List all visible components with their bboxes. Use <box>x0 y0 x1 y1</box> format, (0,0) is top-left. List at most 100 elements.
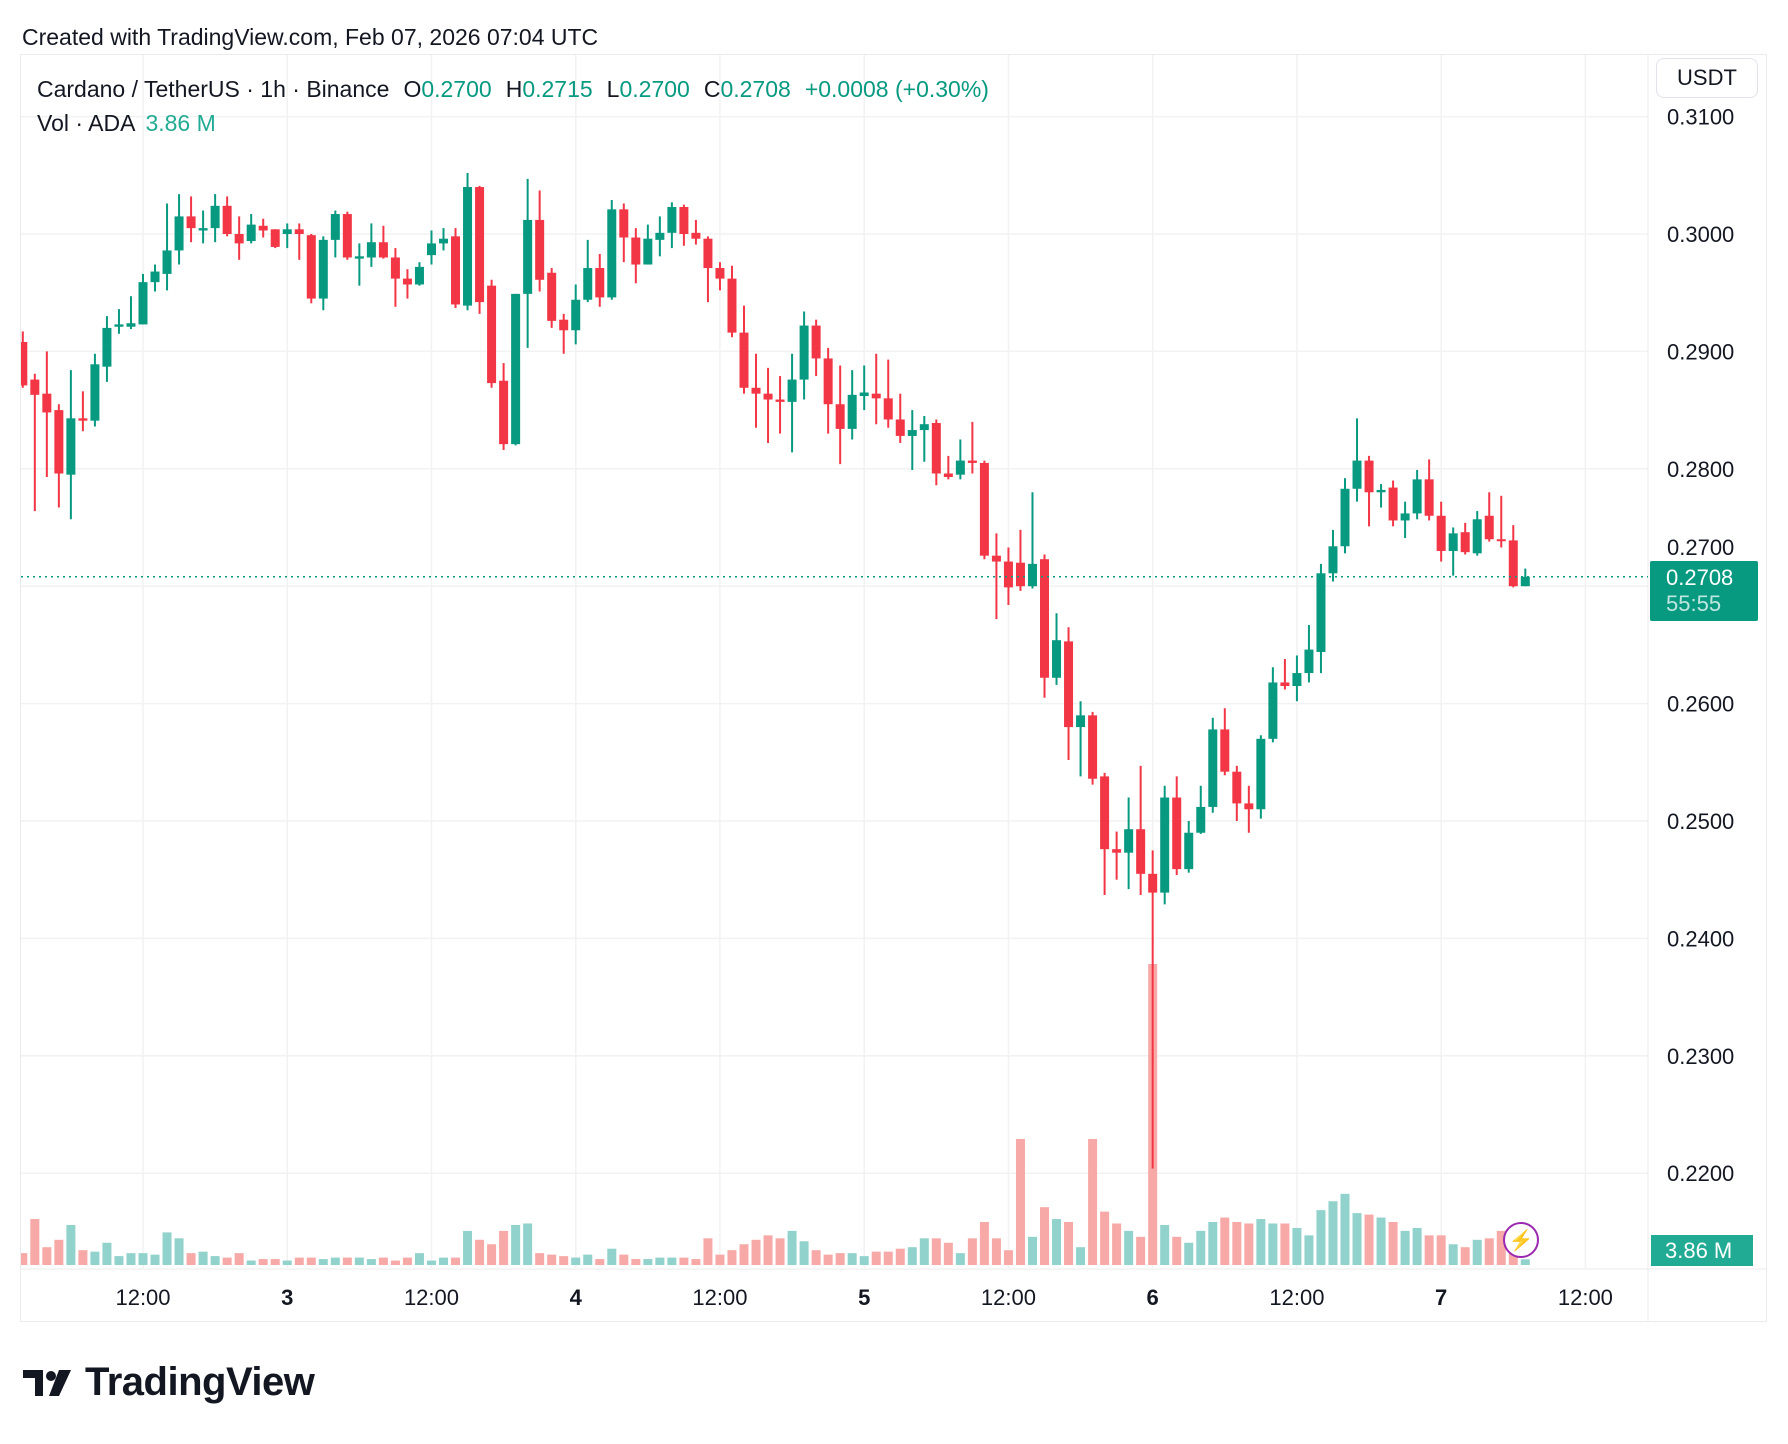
candle-body <box>823 358 833 405</box>
candle-body <box>330 214 340 240</box>
volume-bar <box>883 1251 893 1265</box>
candle-body <box>126 323 136 327</box>
volume-bar <box>451 1257 461 1265</box>
volume-bar <box>354 1257 364 1265</box>
volume-bar <box>655 1257 665 1265</box>
high-value: 0.2715 <box>522 76 593 102</box>
candle-body <box>811 325 821 359</box>
volume-bar <box>1316 1210 1326 1265</box>
candle-body <box>1340 488 1350 547</box>
created-with-caption: Created with TradingView.com, Feb 07, 20… <box>22 24 599 50</box>
time-axis: 12:00 3 12:00 4 12:00 5 12:00 6 12:00 7 12:00 <box>115 1285 1612 1310</box>
candle-body <box>402 278 412 285</box>
tradingview-logo[interactable]: TradingView <box>23 1360 315 1405</box>
candle-body <box>342 214 352 258</box>
volume-bar <box>1208 1222 1218 1265</box>
candle-body <box>715 268 725 279</box>
price-tick-label: 0.2700 <box>1667 535 1734 560</box>
volume-bar <box>1412 1227 1422 1265</box>
volume-bar <box>919 1238 929 1265</box>
candle-body <box>1124 829 1134 853</box>
candle-body <box>426 243 436 256</box>
candle-body <box>1136 829 1146 874</box>
volume-bar <box>811 1250 821 1265</box>
volume-bar <box>1484 1238 1494 1265</box>
candle-body <box>931 423 941 474</box>
candle-body <box>559 319 569 331</box>
volume-bar <box>1112 1223 1122 1265</box>
time-tick-label: 12:00 <box>981 1285 1036 1310</box>
volume-bar <box>1304 1235 1314 1265</box>
candle-body <box>667 206 677 233</box>
candle-body <box>306 235 316 299</box>
volume-bar <box>174 1238 184 1265</box>
volume-bar <box>859 1256 869 1265</box>
candle-body <box>150 271 160 283</box>
candle-body <box>1484 515 1494 540</box>
volume-label[interactable]: Vol · ADA <box>37 110 136 136</box>
candle-body <box>475 187 485 303</box>
volume-bar <box>979 1222 989 1265</box>
volume-bar <box>318 1259 328 1265</box>
candle-body <box>198 228 208 231</box>
time-tick-label: 12:00 <box>692 1285 747 1310</box>
candle-body <box>1040 559 1049 678</box>
candle-body <box>739 332 749 388</box>
volume-bar <box>42 1247 52 1265</box>
candle-body <box>1400 513 1410 521</box>
volume-bar <box>907 1247 917 1265</box>
candle-body <box>919 424 929 431</box>
volume-bar <box>619 1254 629 1265</box>
candle-body <box>78 418 88 421</box>
volume-bar <box>222 1257 232 1265</box>
volume-bar <box>715 1254 725 1265</box>
candle-body <box>1472 519 1482 554</box>
candle-body <box>523 219 533 294</box>
price-tick-label: 0.2300 <box>1667 1044 1734 1069</box>
volume-bar <box>414 1253 424 1265</box>
volume-bar <box>1003 1250 1013 1265</box>
candle-body <box>1508 540 1518 587</box>
volume-bar <box>1460 1247 1470 1265</box>
symbol-label[interactable]: Cardano / TetherUS · 1h · Binance <box>37 76 390 102</box>
candle-body <box>1292 673 1302 686</box>
volume-bar <box>463 1230 473 1265</box>
candle-body <box>1460 532 1470 553</box>
volume-bar <box>991 1238 1001 1265</box>
chart-legend: Cardano / TetherUS · 1h · Binance O0.2700… <box>37 76 989 103</box>
volume-bar <box>390 1260 400 1265</box>
candle-body <box>1520 576 1530 587</box>
candle-body <box>186 216 196 229</box>
change-value: +0.0008 (+0.30%) <box>804 76 989 102</box>
candle-body <box>90 364 100 421</box>
volume-bar <box>823 1254 833 1265</box>
candle-body <box>1003 561 1013 588</box>
volume-bar <box>378 1257 388 1265</box>
candle-body <box>1256 738 1266 810</box>
volume-bar <box>66 1224 76 1265</box>
candle-body <box>787 379 797 402</box>
volume-bar <box>775 1238 785 1265</box>
time-tick-label: 12:00 <box>404 1285 459 1310</box>
candle-body <box>366 242 376 258</box>
candle-body <box>138 282 148 325</box>
candle-body <box>30 379 40 395</box>
volume-bar <box>1076 1247 1086 1265</box>
lightning-icon[interactable]: ⚡ <box>1503 1222 1539 1258</box>
candle-body <box>1160 797 1170 893</box>
candle-body <box>234 234 244 244</box>
price-tick-label: 0.2400 <box>1667 926 1734 951</box>
volume-legend: Vol · ADA 3.86 M <box>37 110 216 137</box>
currency-button[interactable]: USDT <box>1656 58 1758 98</box>
price-axis: 0.2200 0.2300 0.2400 0.2500 0.2600 0.2700 0.28… <box>1667 105 1734 1187</box>
candle-body <box>294 229 304 234</box>
volume-bar <box>739 1244 749 1265</box>
candle-body <box>21 342 28 386</box>
candle-body <box>1088 715 1098 779</box>
time-tick-label: 3 <box>281 1285 293 1310</box>
price-tick-label: 0.2600 <box>1667 692 1734 717</box>
volume-bar <box>198 1251 208 1265</box>
volume-bar <box>535 1253 545 1265</box>
volume-bar <box>847 1253 857 1265</box>
